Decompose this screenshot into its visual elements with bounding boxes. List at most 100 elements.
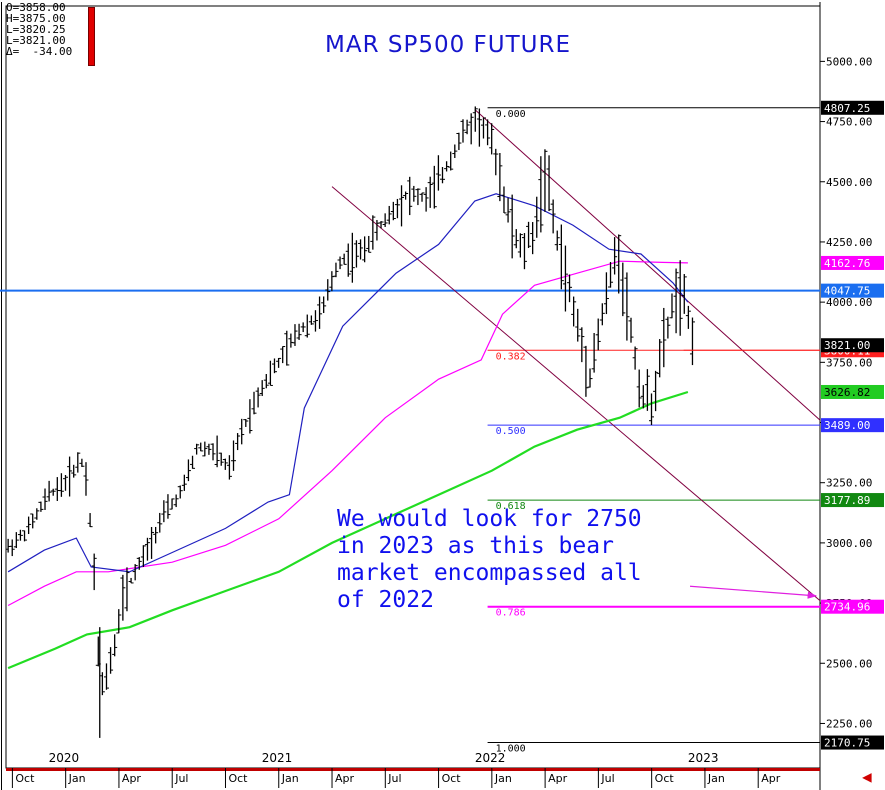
price-bar [91, 553, 97, 591]
price-bar [259, 380, 265, 397]
price-bar [530, 222, 536, 255]
price-bar [489, 123, 495, 155]
price-bar [620, 262, 626, 317]
price-bar [661, 307, 667, 368]
price-bar [669, 293, 675, 319]
price-bar [521, 233, 527, 270]
price-bar [124, 567, 130, 612]
fib-ratio-label: 0.500 [496, 426, 526, 437]
fib-ratio-label: 0.618 [496, 501, 526, 512]
price-bar [353, 240, 359, 268]
price-label-text: 4807.25 [824, 102, 870, 115]
price-bar [300, 322, 306, 333]
x-tick-label: Apr [548, 772, 568, 785]
x-tick-label: Jul [174, 772, 188, 785]
ohlc-delta: Δ= -34.00 [6, 45, 73, 58]
x-tick-label: Oct [655, 772, 675, 785]
price-bar [50, 488, 56, 496]
y-tick-label: 3000.00 [826, 537, 872, 550]
price-bar [476, 108, 482, 147]
price-label-bg [821, 599, 884, 614]
price-label-bg [821, 283, 884, 298]
price-bar [358, 239, 364, 260]
price-bar [214, 435, 220, 468]
y-tick-label: 3250.00 [826, 477, 872, 490]
price-bar [144, 537, 150, 561]
x-tick-label: Jan [68, 772, 86, 785]
x-tick-label: Oct [442, 772, 462, 785]
price-bar [624, 272, 630, 341]
price-bar [218, 452, 224, 466]
price-label-box: 4047.75 [821, 283, 884, 298]
price-bar [75, 452, 81, 473]
price-bar [378, 221, 384, 229]
price-bar [616, 234, 622, 294]
fib-ratio-label: 0.000 [496, 109, 526, 120]
price-bar [542, 149, 548, 212]
price-bar [431, 165, 437, 209]
y-tick-label: 2250.00 [826, 717, 872, 730]
annotation-line-3: market encompassed all [337, 560, 642, 586]
price-label-bg [821, 338, 884, 353]
fib-ratio-label: 0.786 [496, 608, 526, 619]
price-bar [177, 485, 183, 499]
price-label-box: 3821.00 [821, 338, 884, 353]
price-bar [501, 186, 507, 214]
price-bar [9, 539, 15, 557]
price-bar [472, 106, 478, 132]
price-bar [677, 260, 683, 336]
price-bar [628, 317, 634, 343]
price-bar [231, 440, 237, 471]
price-bar [222, 458, 228, 470]
price-bar [63, 474, 69, 491]
y-tick-label: 3750.00 [826, 356, 872, 369]
price-bar [30, 513, 36, 529]
price-bar [255, 387, 261, 408]
price-bar [132, 564, 138, 581]
scroll-left-icon[interactable]: ◀ [862, 767, 872, 786]
channel-lower-line [331, 186, 821, 602]
price-bar [194, 443, 200, 455]
channel-upper-line [474, 109, 821, 421]
price-bar [386, 205, 392, 225]
price-bar [190, 455, 196, 469]
price-bar [120, 574, 126, 621]
price-bar [247, 399, 253, 434]
price-bar [464, 119, 470, 135]
chart-title: MAR SP500 FUTURE [325, 32, 572, 58]
price-bar [403, 191, 409, 200]
price-bar [444, 161, 450, 172]
price-bar [149, 527, 155, 559]
price-bar [538, 156, 544, 233]
chart-annotation: We would look for 2750 in 2023 as this b… [337, 506, 642, 614]
price-bar [34, 508, 40, 520]
price-label-text: 3821.00 [824, 339, 870, 352]
price-bar [665, 316, 671, 339]
price-bar [296, 323, 302, 340]
price-bar [210, 443, 216, 461]
price-bar [87, 513, 93, 528]
price-bar [26, 516, 32, 535]
price-bar [685, 305, 691, 329]
y-tick-label: 2500.00 [826, 657, 872, 670]
annotation-line-2: in 2023 as this bear [337, 533, 614, 559]
price-bar [562, 245, 568, 312]
x-tick-label: Oct [15, 772, 35, 785]
price-bar [673, 268, 679, 334]
x-tick-label: Jan [494, 772, 512, 785]
price-bar [71, 464, 77, 478]
price-label-box: 3177.89 [821, 493, 884, 508]
price-bar [202, 441, 208, 457]
price-bar [333, 262, 339, 278]
price-bar [235, 433, 241, 451]
price-bar [382, 213, 388, 227]
price-bar [181, 474, 187, 491]
price-bar [317, 296, 323, 329]
price-label-text: 3489.00 [824, 419, 870, 432]
price-label-text: 4047.75 [824, 285, 870, 298]
price-bar [505, 197, 511, 223]
price-label-text: 2734.96 [824, 601, 870, 614]
price-label-bg [821, 735, 884, 750]
x-tick-label: Jul [600, 772, 614, 785]
year-label: 2022 [475, 751, 506, 765]
